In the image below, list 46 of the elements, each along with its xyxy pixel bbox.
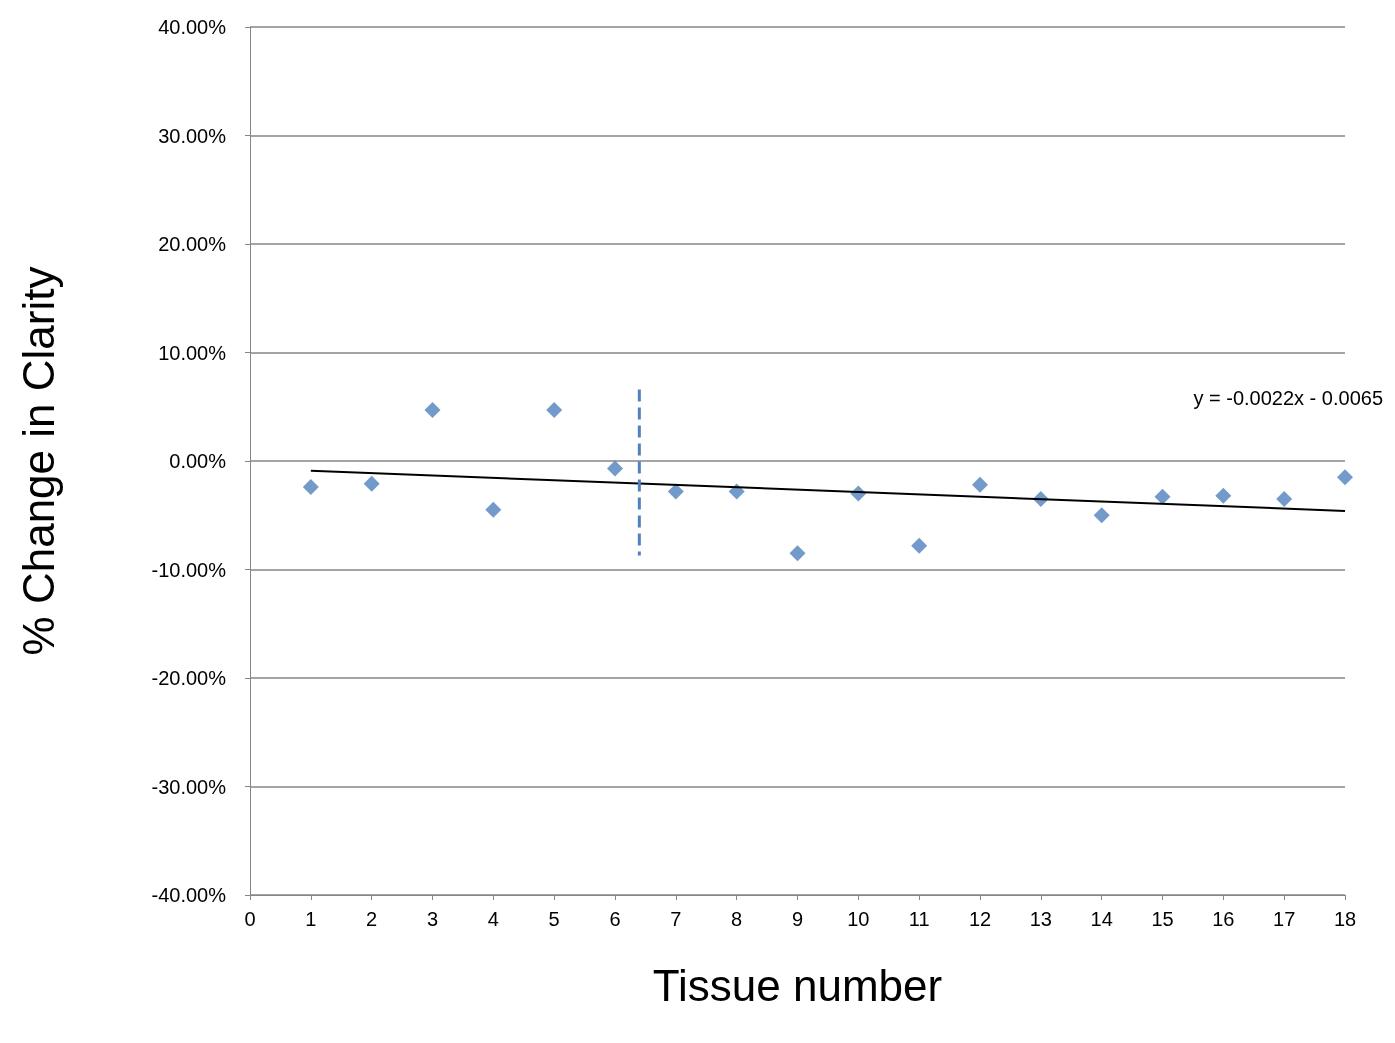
annotation: y = -0.0022x - 0.0065 xyxy=(1193,387,1384,409)
point xyxy=(302,479,319,496)
point xyxy=(546,402,563,419)
y-axis-title: % Change in Clarity xyxy=(13,266,63,656)
point xyxy=(1215,487,1232,504)
x-tick-label: 17 xyxy=(1273,908,1296,930)
x-axis-title: Tissue number xyxy=(652,960,943,1010)
y-tick-label: -30.00% xyxy=(151,775,227,798)
x-tick-label: 6 xyxy=(609,908,621,930)
point xyxy=(424,402,441,419)
point xyxy=(789,545,806,562)
x-tick-label: 0 xyxy=(244,908,256,930)
x-tick-label: 18 xyxy=(1333,908,1357,930)
x-tick-label: 10 xyxy=(847,908,870,930)
x-tick-label: 15 xyxy=(1151,908,1174,930)
x-tick-label: 7 xyxy=(670,908,682,930)
point xyxy=(485,501,502,518)
y-tick-label: 40.00% xyxy=(158,16,227,38)
x-tick-label: 1 xyxy=(305,908,317,930)
y-tick-label: -20.00% xyxy=(151,667,227,689)
point xyxy=(607,460,623,477)
x-tick-label: 3 xyxy=(426,908,439,930)
point xyxy=(1154,488,1171,505)
x-tick-label: 4 xyxy=(487,908,499,930)
x-tick-label: 2 xyxy=(366,908,378,930)
x-tick-label: 11 xyxy=(908,908,930,930)
x-tick-label: 9 xyxy=(791,908,804,930)
x-tick-label: 16 xyxy=(1212,908,1235,930)
x-tick-label: 13 xyxy=(1029,908,1052,930)
point xyxy=(1337,469,1353,486)
y-tick-label: 20.00% xyxy=(158,233,227,255)
x-tick-label: 8 xyxy=(731,908,743,930)
point xyxy=(972,476,988,493)
point xyxy=(1093,507,1110,524)
point xyxy=(667,483,684,500)
y-tick-label: -10.00% xyxy=(151,558,227,581)
point xyxy=(363,475,380,492)
x-tick-label: 5 xyxy=(548,908,560,930)
y-tick-label: -40.00% xyxy=(151,884,227,906)
x-tick-label: 14 xyxy=(1090,908,1113,930)
y-tick-label: 0.00% xyxy=(169,450,227,472)
point xyxy=(1276,490,1293,507)
x-tick-label: 12 xyxy=(968,908,992,930)
y-tick-label: 30.00% xyxy=(158,124,227,147)
y-tick-label: 10.00% xyxy=(158,341,227,364)
point xyxy=(911,537,928,554)
